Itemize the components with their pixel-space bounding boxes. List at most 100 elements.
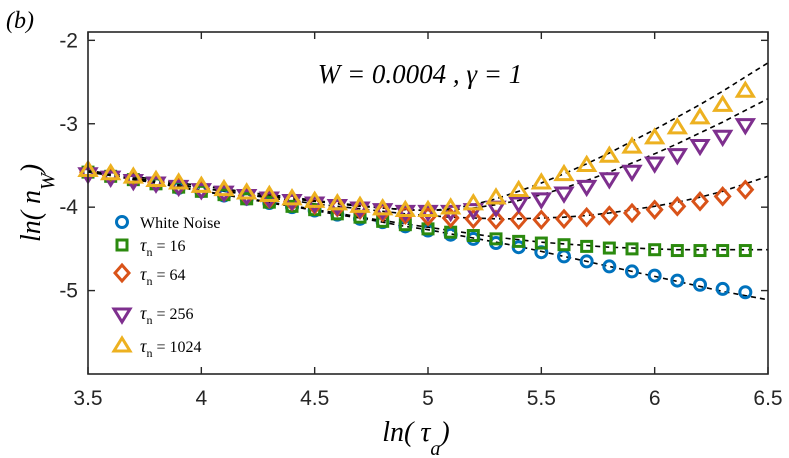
panel-label: (b) xyxy=(6,8,34,34)
y-axis-label-tail: ) xyxy=(16,164,47,175)
x-tick-label: 5 xyxy=(422,387,434,410)
data-point-series-3 xyxy=(394,204,417,223)
y-axis-label: ln( nW) xyxy=(16,164,59,242)
data-point-series-4 xyxy=(213,178,235,197)
data-point-series-4 xyxy=(439,197,462,215)
data-point-series-0 xyxy=(738,285,753,300)
data-point-series-2 xyxy=(736,179,755,200)
legend-label-white-noise: White Noise xyxy=(140,215,220,232)
data-point-series-3 xyxy=(575,179,598,198)
legend-entry-tau-256: τn = 256 xyxy=(111,303,193,327)
legend-label-tau-16: τn = 16 xyxy=(140,235,185,259)
data-point-series-1 xyxy=(602,241,616,255)
data-point-series-1 xyxy=(716,244,730,258)
y-axis-label-main: ln( n xyxy=(16,190,47,242)
data-point-series-1 xyxy=(489,232,503,246)
data-point-series-4 xyxy=(303,190,326,208)
legend-entry-tau-64: τn = 64 xyxy=(113,262,185,288)
x-axis-label-main: ln( τ xyxy=(382,417,431,448)
data-point-series-4 xyxy=(235,182,258,200)
data-point-series-3 xyxy=(666,148,689,166)
data-point-series-3 xyxy=(371,203,394,221)
data-point-series-2 xyxy=(441,207,460,229)
data-point-series-2 xyxy=(623,202,641,224)
data-point-series-3 xyxy=(507,196,530,214)
data-point-series-4 xyxy=(485,187,507,205)
data-point-series-0 xyxy=(715,281,730,296)
y-axis-label-sub: W xyxy=(37,171,59,190)
data-point-series-4 xyxy=(575,154,598,172)
y-tick-label: -2 xyxy=(59,29,78,52)
data-point-series-1 xyxy=(557,238,571,252)
data-point-series-3 xyxy=(462,203,485,221)
data-point-series-0 xyxy=(625,264,639,279)
data-point-series-3 xyxy=(349,201,371,219)
data-markers xyxy=(77,80,757,300)
data-point-series-3 xyxy=(598,172,621,190)
data-point-series-3 xyxy=(643,156,666,174)
legend-entry-white-noise: White Noise xyxy=(115,215,220,232)
data-point-series-1 xyxy=(738,244,752,258)
data-point-series-4 xyxy=(99,162,122,181)
data-point-series-3 xyxy=(303,196,326,214)
data-point-series-4 xyxy=(145,169,167,187)
data-point-series-1 xyxy=(580,239,594,253)
x-axis-label: ln( τa) xyxy=(382,417,449,458)
legend: White Noise τn = 16 τn = 64 τn = 256 τn … xyxy=(111,215,220,360)
legend-marker-circle xyxy=(115,215,129,229)
data-point-series-4 xyxy=(371,197,394,216)
data-point-series-0 xyxy=(693,277,707,292)
data-point-series-3 xyxy=(689,138,711,157)
data-point-series-4 xyxy=(326,192,349,211)
data-point-series-4 xyxy=(553,163,575,182)
data-point-series-1 xyxy=(625,242,639,256)
x-tick-label: 5.5 xyxy=(527,387,556,410)
x-tick-label: 3.5 xyxy=(73,387,102,410)
legend-label-tau-256: τn = 256 xyxy=(140,303,193,327)
data-point-series-4 xyxy=(167,172,190,190)
legend-entry-tau-1024: τn = 1024 xyxy=(111,335,201,360)
data-point-series-1 xyxy=(534,236,548,250)
data-point-series-0 xyxy=(602,259,617,274)
legend-marker-triangle-down xyxy=(111,307,133,325)
fit-line-series-1 xyxy=(87,170,768,251)
data-point-series-3 xyxy=(326,199,349,217)
data-point-series-2 xyxy=(555,208,573,230)
data-point-series-2 xyxy=(464,208,483,230)
data-point-series-2 xyxy=(532,209,551,230)
x-axis-label-sub: a xyxy=(430,438,440,458)
data-point-series-3 xyxy=(281,193,303,212)
data-point-series-4 xyxy=(258,184,281,202)
data-point-series-4 xyxy=(689,107,711,125)
data-point-series-2 xyxy=(645,199,664,220)
data-point-series-3 xyxy=(553,186,575,204)
fit-line-series-0 xyxy=(87,170,769,301)
data-point-series-2 xyxy=(691,191,709,212)
x-tick-label: 4 xyxy=(195,387,207,410)
data-point-series-1 xyxy=(466,229,480,243)
data-point-series-2 xyxy=(577,206,596,228)
data-point-series-3 xyxy=(530,192,553,210)
data-point-series-0 xyxy=(579,254,594,269)
data-point-series-4 xyxy=(621,136,643,154)
legend-label-tau-64: τn = 64 xyxy=(140,264,185,288)
data-point-series-0 xyxy=(670,273,685,288)
legend-label-tau-1024: τn = 1024 xyxy=(140,336,201,360)
y-tick-label: -3 xyxy=(59,113,78,136)
legend-marker-triangle-up xyxy=(111,335,133,353)
data-point-series-4 xyxy=(598,145,621,163)
data-point-series-4 xyxy=(711,94,734,112)
x-tick-label: 6.5 xyxy=(753,387,782,410)
data-point-series-1 xyxy=(693,244,707,258)
data-point-series-4 xyxy=(417,199,439,218)
data-point-series-4 xyxy=(281,187,303,206)
data-point-series-4 xyxy=(190,175,213,193)
data-point-series-3 xyxy=(734,118,757,136)
data-point-series-4 xyxy=(507,179,530,197)
legend-marker-square xyxy=(115,238,129,252)
data-point-series-2 xyxy=(509,209,528,230)
data-point-series-2 xyxy=(668,196,687,217)
data-point-series-4 xyxy=(122,166,145,184)
data-point-series-1 xyxy=(670,244,684,258)
data-point-series-3 xyxy=(417,204,439,223)
